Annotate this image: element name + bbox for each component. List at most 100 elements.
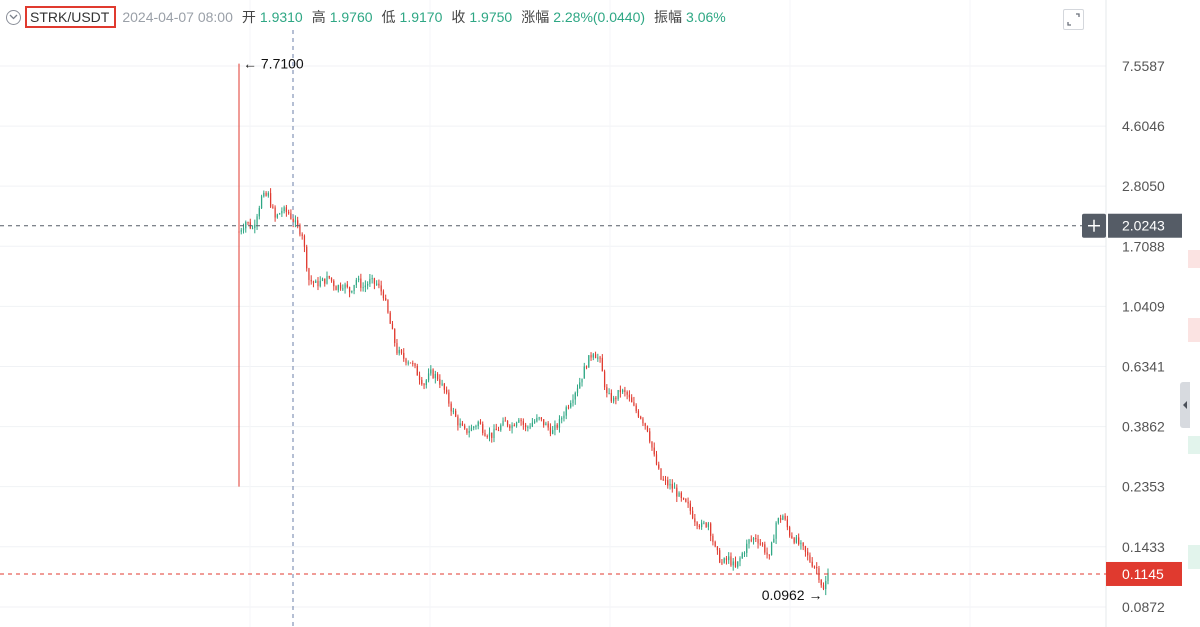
edge-marker: [1188, 250, 1200, 268]
candle-body: [773, 538, 775, 543]
candle-body: [342, 288, 344, 290]
candle-body: [488, 432, 491, 437]
candle-body: [617, 389, 619, 400]
candle-body: [493, 428, 495, 438]
candle-body: [522, 421, 524, 425]
candle-body: [737, 561, 739, 567]
candle-body: [445, 389, 448, 393]
candle-body: [240, 230, 242, 232]
candle-body: [816, 566, 818, 569]
candle-body: [276, 214, 278, 218]
candle-body: [466, 428, 468, 433]
candle-body: [601, 357, 603, 372]
candle-body: [789, 527, 791, 536]
candle-body: [567, 407, 570, 409]
candle-body: [321, 278, 324, 281]
candle-body: [782, 515, 784, 520]
candle-body: [637, 411, 640, 417]
y-tick-label: 0.1433: [1122, 539, 1165, 555]
candle-body: [791, 535, 793, 539]
open-value: 1.9310: [259, 9, 303, 25]
candle-body: [479, 421, 482, 425]
candle-body: [669, 483, 671, 486]
candle-body: [339, 285, 342, 289]
low-value: 1.9170: [399, 9, 443, 25]
collapse-legend-button[interactable]: [6, 9, 21, 25]
candle-body: [398, 349, 400, 354]
candle-body: [561, 418, 563, 420]
y-tick-label: 0.0872: [1122, 599, 1165, 615]
candle-body: [770, 542, 773, 555]
expand-icon: [1067, 13, 1080, 26]
candle-body: [306, 246, 308, 269]
candle-body: [421, 379, 423, 385]
candle-body: [511, 425, 513, 429]
candle-body: [642, 418, 644, 424]
candle-body: [335, 286, 337, 291]
candle-body: [436, 374, 439, 380]
candle-body: [461, 423, 464, 426]
symbol-label[interactable]: STRK/USDT: [25, 6, 117, 28]
candle-body: [353, 285, 355, 291]
candle-body: [732, 561, 734, 566]
candle-body: [768, 554, 770, 556]
candle-body: [425, 380, 427, 386]
candle-body: [434, 374, 436, 379]
candle-body: [671, 483, 673, 489]
candle-body: [441, 383, 443, 385]
y-tick-label: 1.7088: [1122, 238, 1165, 254]
candle-body: [813, 566, 816, 568]
edge-marker: [1188, 436, 1200, 454]
candle-body: [592, 354, 594, 358]
candle-body: [689, 503, 691, 511]
candle-body: [310, 279, 312, 282]
candle-body: [315, 280, 317, 283]
candle-body: [554, 424, 556, 431]
price-axis: 7.5587 4.6046 2.8050 1.7088 1.0409 0.6341 0.38…: [1122, 58, 1165, 615]
candle-body: [739, 558, 741, 562]
y-tick-label: 2.8050: [1122, 178, 1165, 194]
candle-body: [391, 323, 394, 330]
candle-body: [644, 423, 646, 426]
candle-body: [603, 371, 606, 388]
candle-body: [574, 392, 576, 400]
candle-body: [795, 537, 798, 543]
candle-body: [606, 387, 608, 394]
candle-datetime: 2024-04-07 08:00: [122, 9, 233, 25]
candle-body: [346, 284, 348, 288]
candle-body: [626, 391, 628, 395]
candle-body: [319, 280, 321, 287]
candle-body: [558, 418, 561, 428]
candles: [238, 63, 829, 596]
candle-body: [748, 539, 750, 544]
high-value: 1.9760: [329, 9, 373, 25]
candle-body: [362, 287, 364, 289]
candle-body: [520, 419, 522, 422]
candle-body: [394, 329, 396, 343]
candle-body: [597, 357, 599, 359]
candle-body: [705, 522, 707, 527]
side-panel-toggle[interactable]: [1180, 382, 1190, 428]
candle-body: [260, 196, 263, 209]
candle-body: [281, 210, 283, 214]
candle-body: [288, 212, 290, 214]
candle-body: [396, 342, 398, 354]
candle-body: [779, 518, 782, 520]
candle-body: [531, 422, 533, 427]
candle-body: [649, 431, 651, 442]
candle-body: [364, 285, 366, 288]
candle-body: [518, 419, 520, 423]
candle-body: [242, 228, 245, 231]
y-tick-label: 7.5587: [1122, 58, 1165, 74]
candle-body: [714, 541, 716, 547]
candle-body: [263, 192, 265, 197]
fullscreen-button[interactable]: [1063, 9, 1084, 30]
candle-body: [572, 399, 574, 404]
candle-body: [696, 522, 698, 526]
candle-body: [468, 430, 470, 433]
candle-body: [664, 479, 667, 481]
candle-body: [279, 213, 281, 215]
candle-body: [827, 572, 829, 581]
candle-body: [800, 542, 802, 545]
